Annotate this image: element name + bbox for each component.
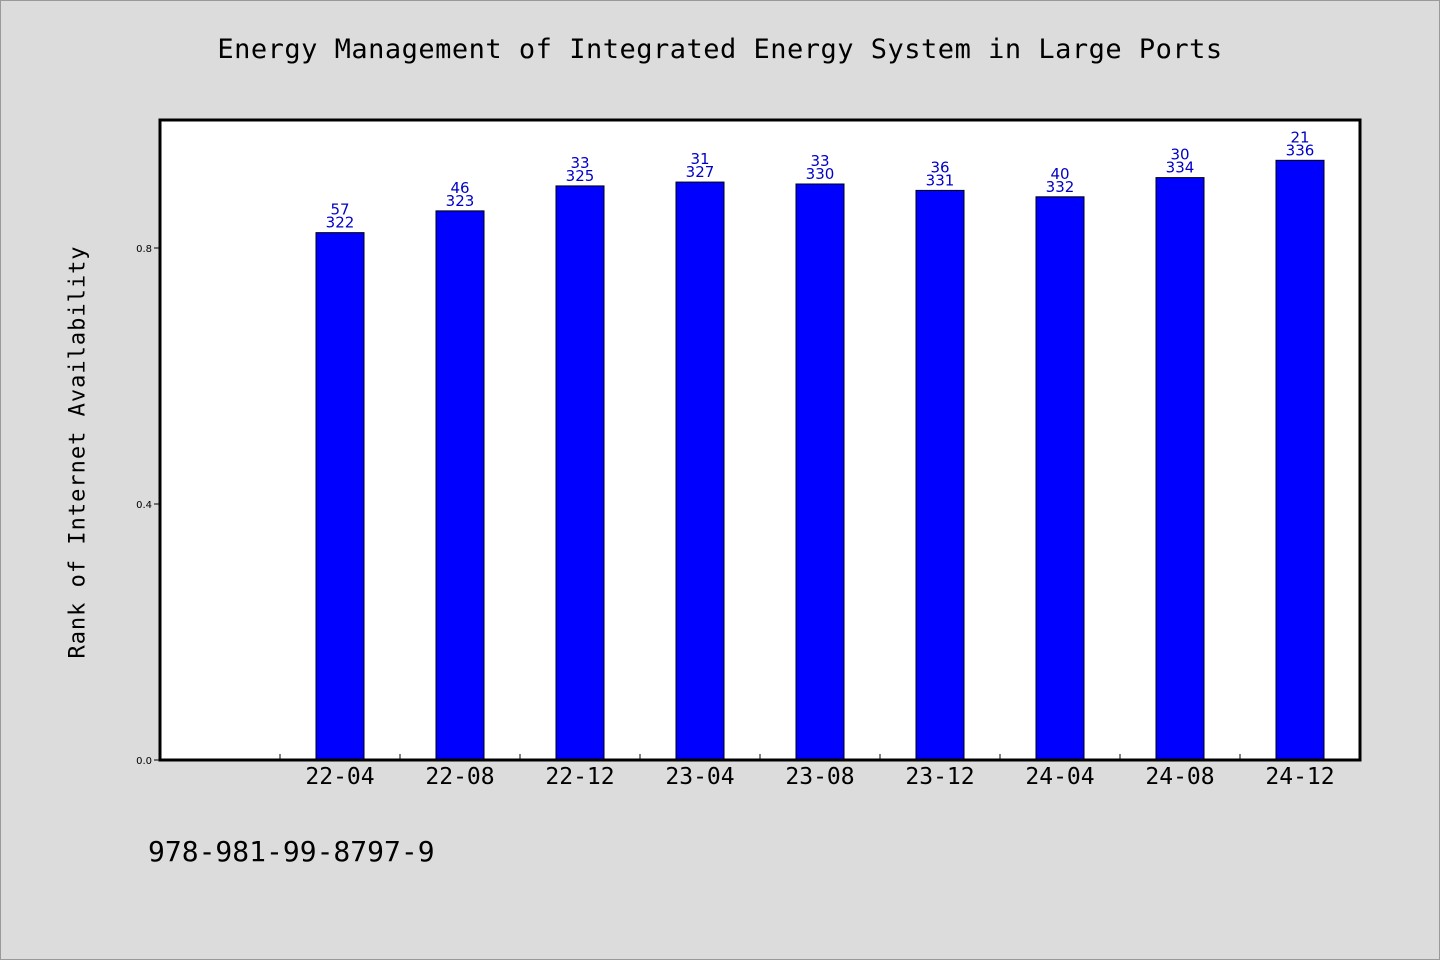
x-tick-label: 24-08 [1145, 764, 1214, 790]
bar-label-top: 57 [330, 201, 349, 219]
bar-label-top: 33 [570, 154, 589, 172]
bar [555, 185, 605, 761]
bar-label-bottom: 336 [1286, 141, 1315, 159]
x-tick-label: 23-04 [665, 764, 734, 790]
bar-label-bottom: 331 [926, 171, 955, 189]
y-tick-label: 0.4 [136, 500, 152, 511]
x-tick-label: 24-04 [1025, 764, 1094, 790]
bar-label-top: 21 [1290, 128, 1309, 146]
bar [315, 232, 365, 761]
bar-label-top: 46 [450, 179, 469, 197]
bar [1155, 177, 1205, 761]
bar-label-bottom: 325 [566, 167, 595, 185]
y-tick-label: 0.8 [136, 244, 152, 255]
x-tick-label: 23-12 [905, 764, 974, 790]
x-tick-label: 24-12 [1265, 764, 1334, 790]
bar-label-top: 36 [930, 158, 949, 176]
bar-label-bottom: 332 [1046, 178, 1075, 196]
bar [795, 183, 845, 761]
bar [1275, 159, 1325, 761]
bar-label-top: 31 [690, 150, 709, 168]
bar-label-bottom: 322 [326, 214, 355, 232]
y-tick-label: 0.0 [136, 756, 152, 767]
bar-label-bottom: 334 [1166, 159, 1195, 177]
x-tick-label: 23-08 [785, 764, 854, 790]
bar [1035, 196, 1085, 761]
bar [915, 189, 965, 761]
bar-label-bottom: 330 [806, 165, 835, 183]
bar-label-bottom: 327 [686, 163, 715, 181]
x-tick-label: 22-12 [545, 764, 614, 790]
bar-label-top: 40 [1050, 165, 1069, 183]
x-tick-label: 22-04 [305, 764, 374, 790]
chart-title: Energy Management of Integrated Energy S… [217, 34, 1223, 65]
footer-code: 978-981-99-8797-9 [148, 835, 435, 868]
bar [675, 181, 725, 761]
bar-label-bottom: 323 [446, 192, 475, 210]
plot-border [158, 118, 1362, 762]
x-tick-label: 22-08 [425, 764, 494, 790]
bar-label-top: 30 [1170, 146, 1189, 164]
bar-label-top: 33 [810, 152, 829, 170]
bar [435, 210, 485, 761]
